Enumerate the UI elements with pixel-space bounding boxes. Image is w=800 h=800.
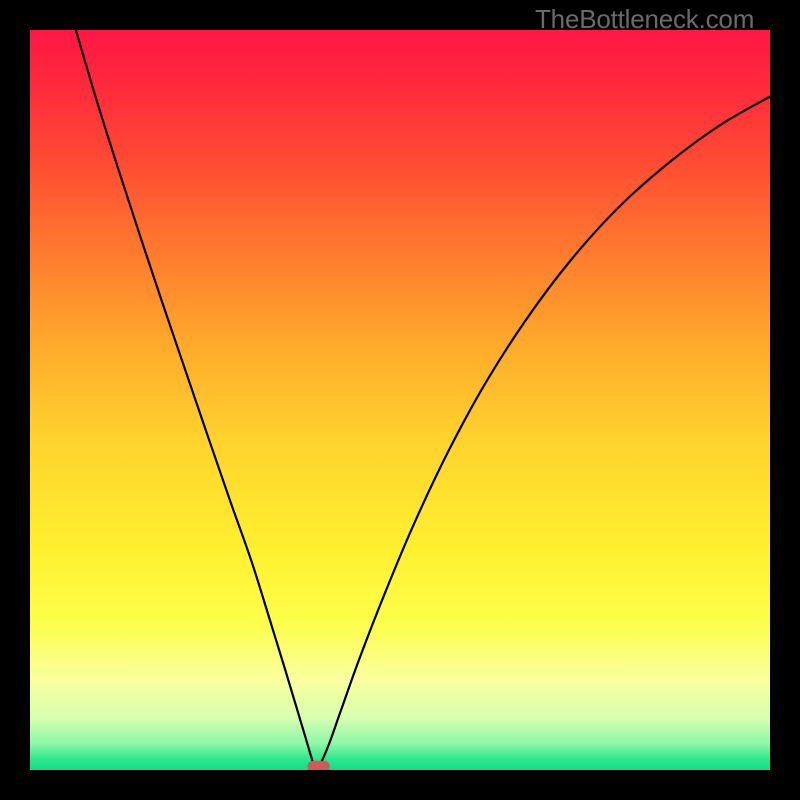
gradient-background [30, 30, 770, 770]
plot-area [30, 30, 770, 770]
plot-svg [30, 30, 770, 770]
min-point-marker [308, 761, 330, 770]
